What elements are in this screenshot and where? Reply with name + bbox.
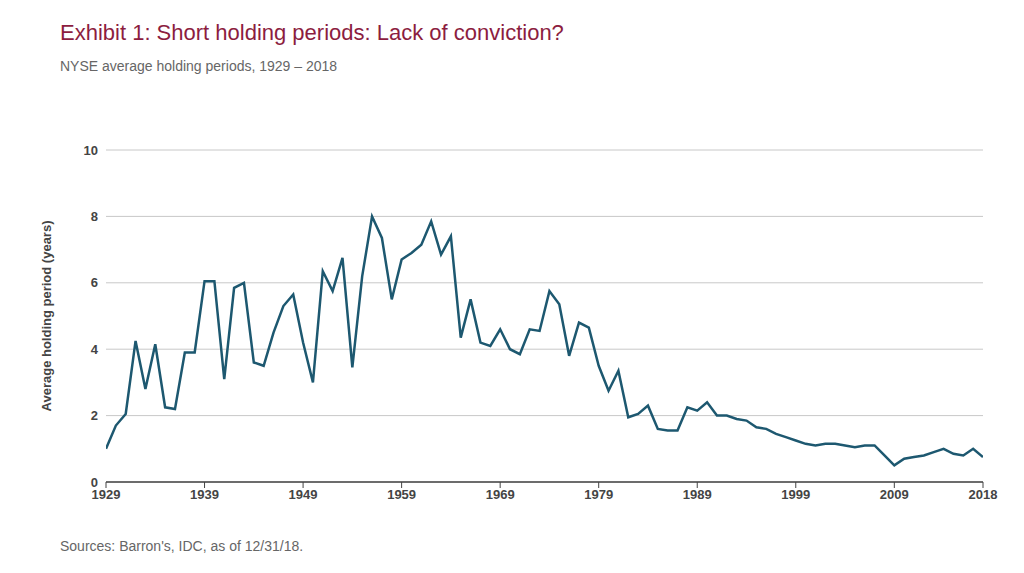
svg-text:1929: 1929 xyxy=(91,487,121,503)
svg-text:10: 10 xyxy=(84,143,98,158)
svg-text:1969: 1969 xyxy=(486,487,515,502)
svg-text:2: 2 xyxy=(91,408,98,423)
html-text:NYSE average holding periods,: NYSE average holding periods, 1929 – 201… xyxy=(60,58,338,74)
svg-text:1949: 1949 xyxy=(289,487,318,502)
svg-text:6: 6 xyxy=(91,275,98,290)
svg-text:1989: 1989 xyxy=(683,487,712,502)
svg-text:1939: 1939 xyxy=(190,487,219,502)
svg-text:8: 8 xyxy=(91,209,98,224)
svg-text:1959: 1959 xyxy=(387,487,416,502)
svg-text:2018: 2018 xyxy=(969,487,998,502)
svg-text:Average holding period (years): Average holding period (years) xyxy=(39,221,54,412)
svg-text:1979: 1979 xyxy=(584,487,613,502)
svg-text:4: 4 xyxy=(91,342,99,357)
svg-text:0: 0 xyxy=(91,475,98,490)
html-text:Sources: Barron's, IDC, as of: Sources: Barron's, IDC, as of 12/31/18. xyxy=(60,538,304,554)
svg-text:1999: 1999 xyxy=(781,487,810,502)
svg-text:2009: 2009 xyxy=(880,487,909,502)
html-text:Exhibit 1: Short holding perio: Exhibit 1: Short holding periods: Lack o… xyxy=(60,20,564,45)
